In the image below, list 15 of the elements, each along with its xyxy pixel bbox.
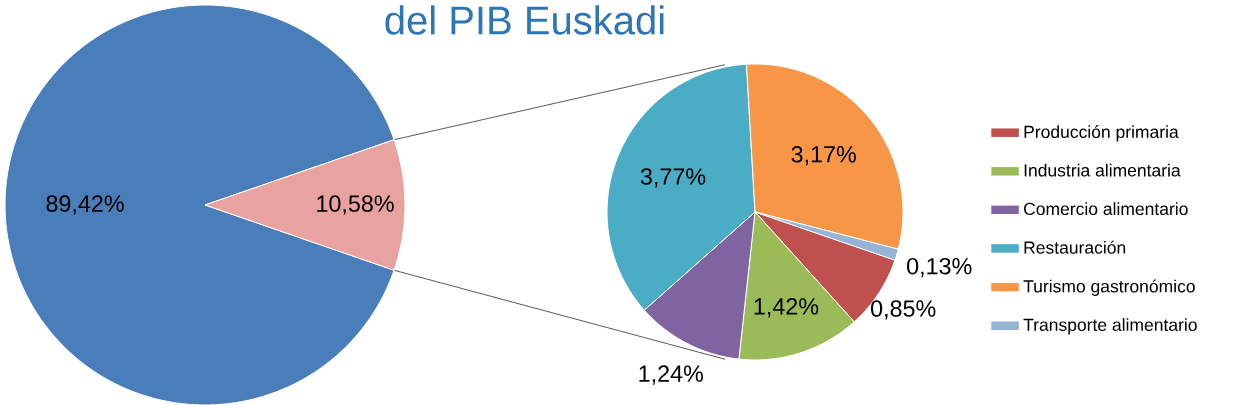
data-label: 1,42% [754, 298, 819, 318]
legend-label: Comercio alimentario [1024, 202, 1188, 216]
legend-label: Producción primaria [1024, 124, 1179, 142]
data-label: 0,85% [871, 300, 936, 320]
legend-label: Restauración [1024, 240, 1126, 254]
legend-label: Industria alimentaria [1024, 163, 1181, 177]
legend-label: Transporte alimentario [1023, 318, 1197, 335]
data-label: 3,17% [791, 146, 856, 166]
data-label: 10,58% [317, 195, 394, 215]
data-label: 89,42% [46, 195, 124, 215]
data-label: 0,13% [907, 257, 972, 278]
data-label: 1,24% [639, 365, 703, 385]
data-label: 3,77% [640, 168, 706, 188]
legend-label: Turismo gastronómico [1023, 279, 1195, 296]
text: del PIB Euskadi [385, 5, 664, 35]
